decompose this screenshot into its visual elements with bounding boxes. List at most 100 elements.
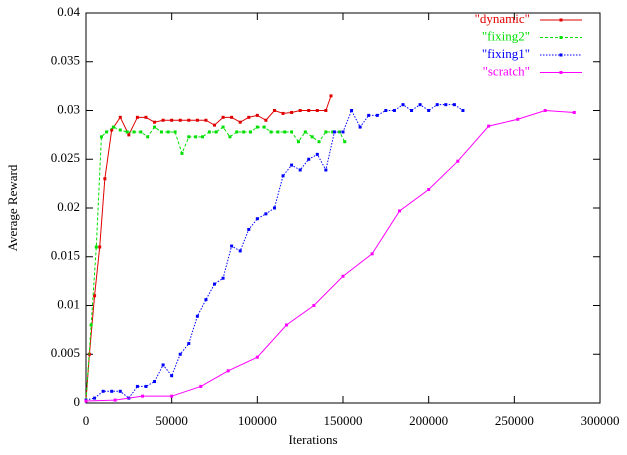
x-tick-label: 50000 (155, 413, 188, 428)
data-point (452, 103, 456, 107)
x-tick-label: 300000 (581, 413, 620, 428)
y-tick-label: 0 (74, 394, 81, 409)
data-point (213, 282, 216, 286)
data-point (435, 103, 439, 107)
data-point (153, 125, 157, 129)
data-point (118, 389, 122, 393)
data-point (105, 130, 109, 134)
data-point (572, 110, 576, 114)
data-point (418, 103, 422, 107)
data-point (132, 130, 136, 134)
data-point (170, 118, 174, 122)
data-point (331, 130, 335, 134)
data-point (195, 118, 199, 122)
data-point (111, 125, 115, 129)
data-point (113, 398, 117, 402)
data-point (296, 140, 300, 144)
data-point (221, 115, 225, 119)
legend-label: "dynamic" (475, 11, 530, 26)
y-tick-label: 0.02 (57, 199, 80, 214)
data-point (269, 130, 273, 134)
data-point (166, 130, 170, 134)
data-point (248, 130, 252, 134)
data-point (329, 94, 333, 98)
data-point (516, 117, 520, 121)
data-point (444, 103, 448, 107)
data-point (170, 374, 174, 378)
data-point (213, 123, 216, 127)
data-point (317, 140, 321, 144)
data-point (461, 109, 465, 112)
x-axis-label: Iterations (288, 432, 337, 447)
data-point (125, 130, 129, 134)
legend-label: "scratch" (483, 63, 530, 78)
data-point (135, 384, 139, 388)
data-point (238, 120, 242, 124)
y-axis-label: Average Reward (5, 164, 20, 251)
data-point (178, 118, 182, 122)
legend-marker (559, 18, 563, 22)
y-tick-label: 0.035 (51, 53, 80, 68)
data-point (238, 249, 242, 253)
data-point (144, 384, 148, 388)
series-line (85, 109, 575, 402)
data-point (276, 130, 280, 134)
data-point (315, 109, 319, 112)
data-point (358, 125, 362, 129)
data-point (307, 109, 311, 112)
data-point (170, 394, 174, 398)
x-tick-label: 250000 (495, 413, 534, 428)
data-point (173, 130, 177, 134)
data-point (235, 130, 239, 134)
data-point (99, 135, 103, 139)
data-point (89, 323, 93, 327)
data-point (398, 209, 402, 213)
data-point (118, 128, 122, 132)
data-point (201, 135, 205, 139)
data-point (315, 152, 319, 156)
y-tick-label: 0.015 (51, 248, 80, 263)
data-point (187, 135, 191, 139)
data-point (543, 109, 547, 112)
data-point (94, 245, 98, 249)
data-point (272, 206, 276, 210)
data-point (310, 135, 314, 139)
data-point (324, 130, 328, 134)
data-point (139, 130, 143, 134)
data-point (204, 298, 208, 302)
y-tick-label: 0.03 (57, 101, 80, 116)
data-point (159, 130, 163, 134)
data-point (392, 109, 396, 112)
data-point (281, 174, 285, 178)
data-point (110, 389, 114, 393)
series-line (85, 95, 332, 401)
data-point (375, 113, 379, 117)
data-point (367, 113, 371, 117)
data-point (146, 135, 150, 139)
data-point (226, 369, 230, 373)
data-point (255, 125, 259, 129)
data-point (350, 109, 354, 112)
data-point (242, 130, 246, 134)
data-point (332, 130, 336, 134)
x-tick-label: 150000 (324, 413, 363, 428)
data-point (103, 177, 107, 181)
data-point (281, 111, 285, 115)
series-line (85, 126, 346, 401)
data-point (230, 244, 234, 248)
plot-border (85, 12, 601, 404)
data-point (195, 314, 199, 318)
data-point (101, 389, 105, 393)
data-point (93, 294, 97, 298)
data-point (307, 157, 311, 161)
data-point (290, 130, 294, 134)
legend-label: "fixing1" (482, 46, 530, 61)
data-point (283, 130, 287, 134)
data-point (141, 394, 145, 398)
data-point (161, 363, 165, 367)
data-point (93, 396, 97, 400)
data-point (161, 118, 165, 122)
data-point (401, 103, 405, 107)
data-point (272, 109, 276, 112)
data-point (228, 135, 232, 139)
